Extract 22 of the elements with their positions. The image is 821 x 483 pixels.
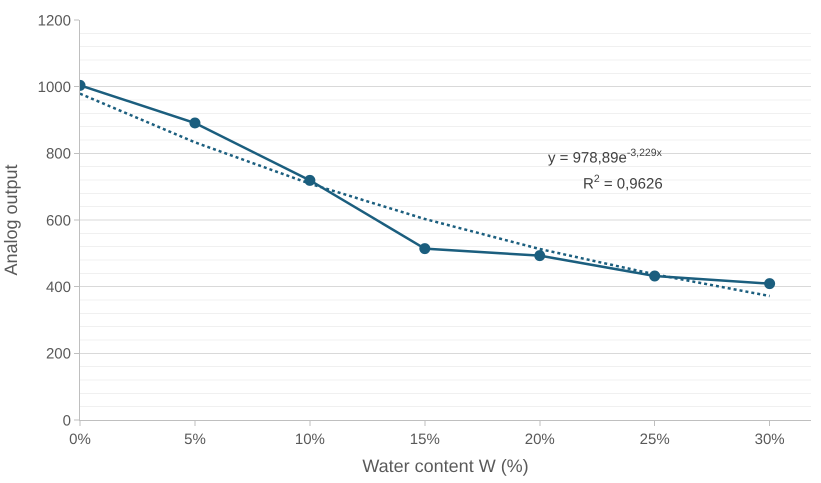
x-tick-label: 30%	[754, 431, 785, 448]
y-tick-label: 1200	[38, 12, 71, 30]
point	[419, 243, 430, 254]
x-tick-label: 0%	[69, 431, 91, 448]
y-tick-label: 400	[46, 278, 71, 296]
annotation: y = 978,89e$^{-3,229x}$	[548, 147, 663, 166]
y-tick-label: 600	[46, 212, 71, 230]
y-tick-label: 1000	[38, 78, 71, 96]
y-tick-label: 200	[46, 346, 71, 363]
x-axis-title: Water content W (%)	[362, 456, 529, 476]
point	[189, 118, 200, 128]
point	[764, 278, 776, 290]
x-tick-label: 10%	[294, 431, 325, 448]
x-tick-label: 15%	[410, 431, 440, 448]
x-tick-label: 20%	[524, 431, 555, 448]
y-axis-title: Analog output	[0, 164, 21, 276]
annotation: R$^{2}$ = 0,9626	[583, 173, 663, 192]
point	[534, 250, 546, 262]
y-tick-label: 0	[62, 412, 71, 430]
x-tick-label: 25%	[640, 431, 670, 448]
y-tick-label: 800	[46, 146, 71, 163]
x-tick-label: 5%	[184, 431, 206, 448]
